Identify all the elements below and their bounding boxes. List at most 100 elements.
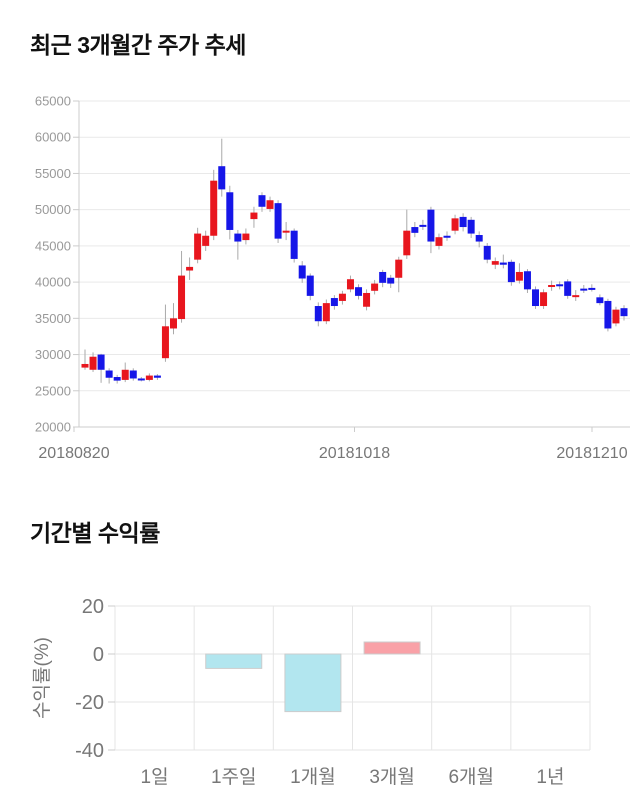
y-tick-label: 0 [93, 644, 104, 666]
y-axis-title: 수익률(%) [31, 637, 53, 719]
candle-up [572, 295, 580, 298]
candle-up [169, 318, 177, 329]
y-tick-label: 50000 [35, 202, 71, 217]
candle-up [161, 326, 169, 359]
candle-down [314, 306, 322, 322]
y-tick-label: -20 [75, 692, 104, 714]
candle-down [532, 289, 540, 307]
candle-down [379, 271, 387, 283]
y-tick-label: 40000 [35, 275, 71, 290]
candle-down [475, 235, 483, 242]
candle-up [178, 275, 186, 320]
candle-down [258, 195, 266, 207]
candle-down [459, 216, 467, 228]
candle-down [226, 192, 234, 230]
candle-up [250, 212, 258, 220]
candle-up [491, 261, 499, 265]
candle-down [411, 227, 419, 233]
candle-up [403, 230, 411, 256]
candle-down [620, 308, 628, 317]
y-tick-label: 55000 [35, 166, 71, 181]
candle-down [97, 354, 105, 370]
candle-up [266, 200, 274, 209]
candle-up [363, 292, 371, 307]
candle-down [129, 370, 137, 379]
candle-down [523, 271, 531, 290]
price-chart-title: 최근 3개월간 주가 추세 [30, 32, 246, 58]
category-label: 1주일 [211, 766, 257, 788]
candle-down [298, 265, 306, 279]
category-label: 6개월 [448, 766, 494, 788]
candle-down [234, 233, 242, 242]
candle-down [306, 275, 314, 296]
candle-down [330, 298, 338, 307]
candle-down [483, 245, 491, 260]
candle-down [290, 230, 298, 259]
candle-down [467, 219, 475, 234]
candle-up [81, 363, 89, 368]
candle-down [113, 377, 121, 381]
category-label: 1일 [141, 766, 169, 788]
category-label: 1년 [536, 766, 564, 788]
candle-up [210, 180, 218, 236]
y-tick-label: 20000 [35, 420, 71, 435]
category-label: 3개월 [369, 766, 415, 788]
bar-positive [363, 641, 421, 655]
candle-down [588, 287, 596, 290]
candle-down [153, 375, 161, 378]
candle-down [137, 378, 145, 381]
y-tick-label: 60000 [35, 130, 71, 145]
candle-down [564, 281, 572, 296]
candle-down [387, 277, 395, 284]
candle-up [242, 233, 250, 241]
candle-up [338, 293, 346, 301]
y-tick-label: 45000 [35, 238, 71, 253]
y-tick-label: 20 [82, 596, 104, 618]
candle-up [186, 266, 194, 271]
x-tick-label: 20180820 [38, 445, 109, 462]
y-tick-label: -40 [75, 740, 104, 762]
candle-down [419, 224, 427, 227]
candle-down [274, 203, 282, 239]
candle-up [145, 375, 153, 380]
candle-down [105, 370, 113, 378]
candle-down [580, 288, 588, 291]
x-tick-label: 20181018 [319, 445, 390, 462]
candle-down [427, 209, 435, 242]
candle-up [451, 218, 459, 231]
candle-up [202, 235, 210, 246]
candle-down [604, 300, 612, 329]
candle-down [596, 297, 604, 304]
y-tick-label: 65000 [35, 94, 71, 109]
candle-up [395, 259, 403, 278]
returns-bar-chart: 20 0 -20 -40 1일 1주일 1개월 3개월 6개월 1년 수익률(%) [31, 596, 591, 788]
candle-down [355, 287, 363, 296]
candle-up [89, 356, 97, 370]
candle-up [371, 283, 379, 291]
candle-down [499, 262, 507, 265]
candle-up [435, 237, 443, 246]
bar-negative [205, 653, 263, 669]
candle-down [443, 235, 451, 238]
y-tick-label: 30000 [35, 347, 71, 362]
candle-up [322, 303, 330, 322]
x-tick-label: 20181210 [556, 445, 627, 462]
candle-up [346, 279, 354, 290]
candle-down [507, 261, 515, 283]
category-label: 1개월 [290, 766, 336, 788]
returns-chart-title: 기간별 수익률 [30, 520, 160, 546]
candle-up [548, 285, 556, 288]
candle-up [121, 369, 129, 380]
candlestick-chart: 65000 60000 55000 50000 45000 40000 35000 30000… [35, 94, 630, 462]
candle-up [282, 230, 290, 233]
y-tick-label: 35000 [35, 311, 71, 326]
y-tick-label: 25000 [35, 383, 71, 398]
candle-up [515, 271, 523, 281]
candle-up [540, 292, 548, 307]
candle-up [612, 309, 620, 324]
candle-down [556, 284, 564, 287]
bar-negative [284, 653, 342, 713]
candle-up [194, 233, 202, 260]
candle-down [218, 166, 226, 190]
